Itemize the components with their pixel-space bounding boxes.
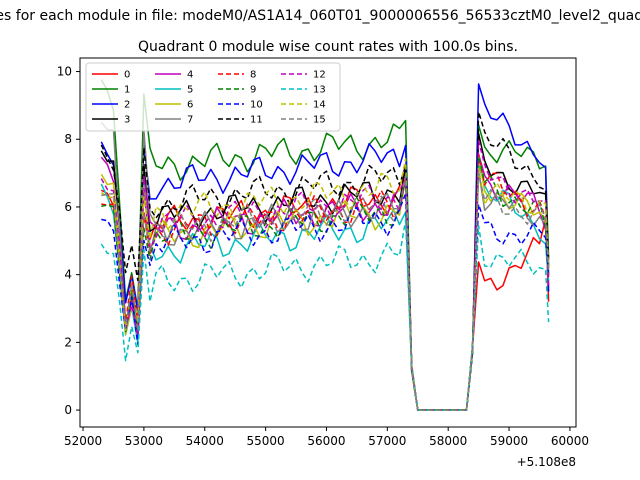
x-tick-label: 60000 (551, 434, 589, 448)
chart-title: Quadrant 0 module wise count rates with … (138, 39, 518, 55)
series-line-12 (100, 140, 550, 411)
legend-label-15: 15 (313, 115, 326, 126)
x-tick-label: 55000 (247, 434, 285, 448)
legend-label-3: 3 (124, 115, 130, 126)
y-tick-label: 10 (57, 65, 72, 79)
series-line-14 (100, 158, 550, 411)
figure-suptitle: Light curves for each module in file: mo… (0, 8, 640, 24)
y-tick-label: 4 (64, 268, 72, 282)
series-line-15 (101, 172, 550, 411)
x-tick-label: 59000 (490, 434, 528, 448)
series-line-10 (101, 193, 550, 411)
legend-label-14: 14 (313, 100, 326, 111)
x-tick-label: 58000 (429, 434, 467, 448)
y-tick-label: 6 (64, 200, 72, 214)
series-line-11 (100, 111, 550, 411)
legend-label-1: 1 (124, 85, 130, 96)
y-tick-label: 2 (64, 335, 72, 349)
legend-label-2: 2 (124, 100, 130, 111)
x-tick-label: 57000 (368, 434, 406, 448)
x-tick-label: 53000 (125, 434, 163, 448)
x-tick-label: 56000 (307, 434, 345, 448)
y-tick-label: 0 (64, 403, 72, 417)
x-tick-label: 54000 (186, 434, 224, 448)
x-tick-label: 52000 (64, 434, 102, 448)
axes-ticks: 52000 53000 54000 55000 56000 57000 58000 59000… (57, 65, 589, 448)
legend-box (85, 62, 341, 132)
x-offset-label: +5.108e8 (517, 455, 576, 469)
legend-label-8: 8 (250, 70, 256, 81)
legend-label-12: 12 (313, 70, 326, 81)
series-line-13 (100, 219, 550, 411)
legend-label-5: 5 (187, 85, 193, 96)
legend-label-10: 10 (250, 100, 263, 111)
legend-label-4: 4 (187, 70, 193, 81)
legend-label-0: 0 (124, 70, 130, 81)
legend-label-11: 11 (250, 115, 263, 126)
plot-frame (79, 57, 577, 428)
legend-label-6: 6 (187, 100, 193, 111)
legend-label-13: 13 (313, 85, 326, 96)
legend-label-7: 7 (187, 115, 193, 126)
legend-label-9: 9 (250, 85, 256, 96)
y-tick-label: 8 (64, 132, 72, 146)
series-layer (100, 79, 550, 411)
